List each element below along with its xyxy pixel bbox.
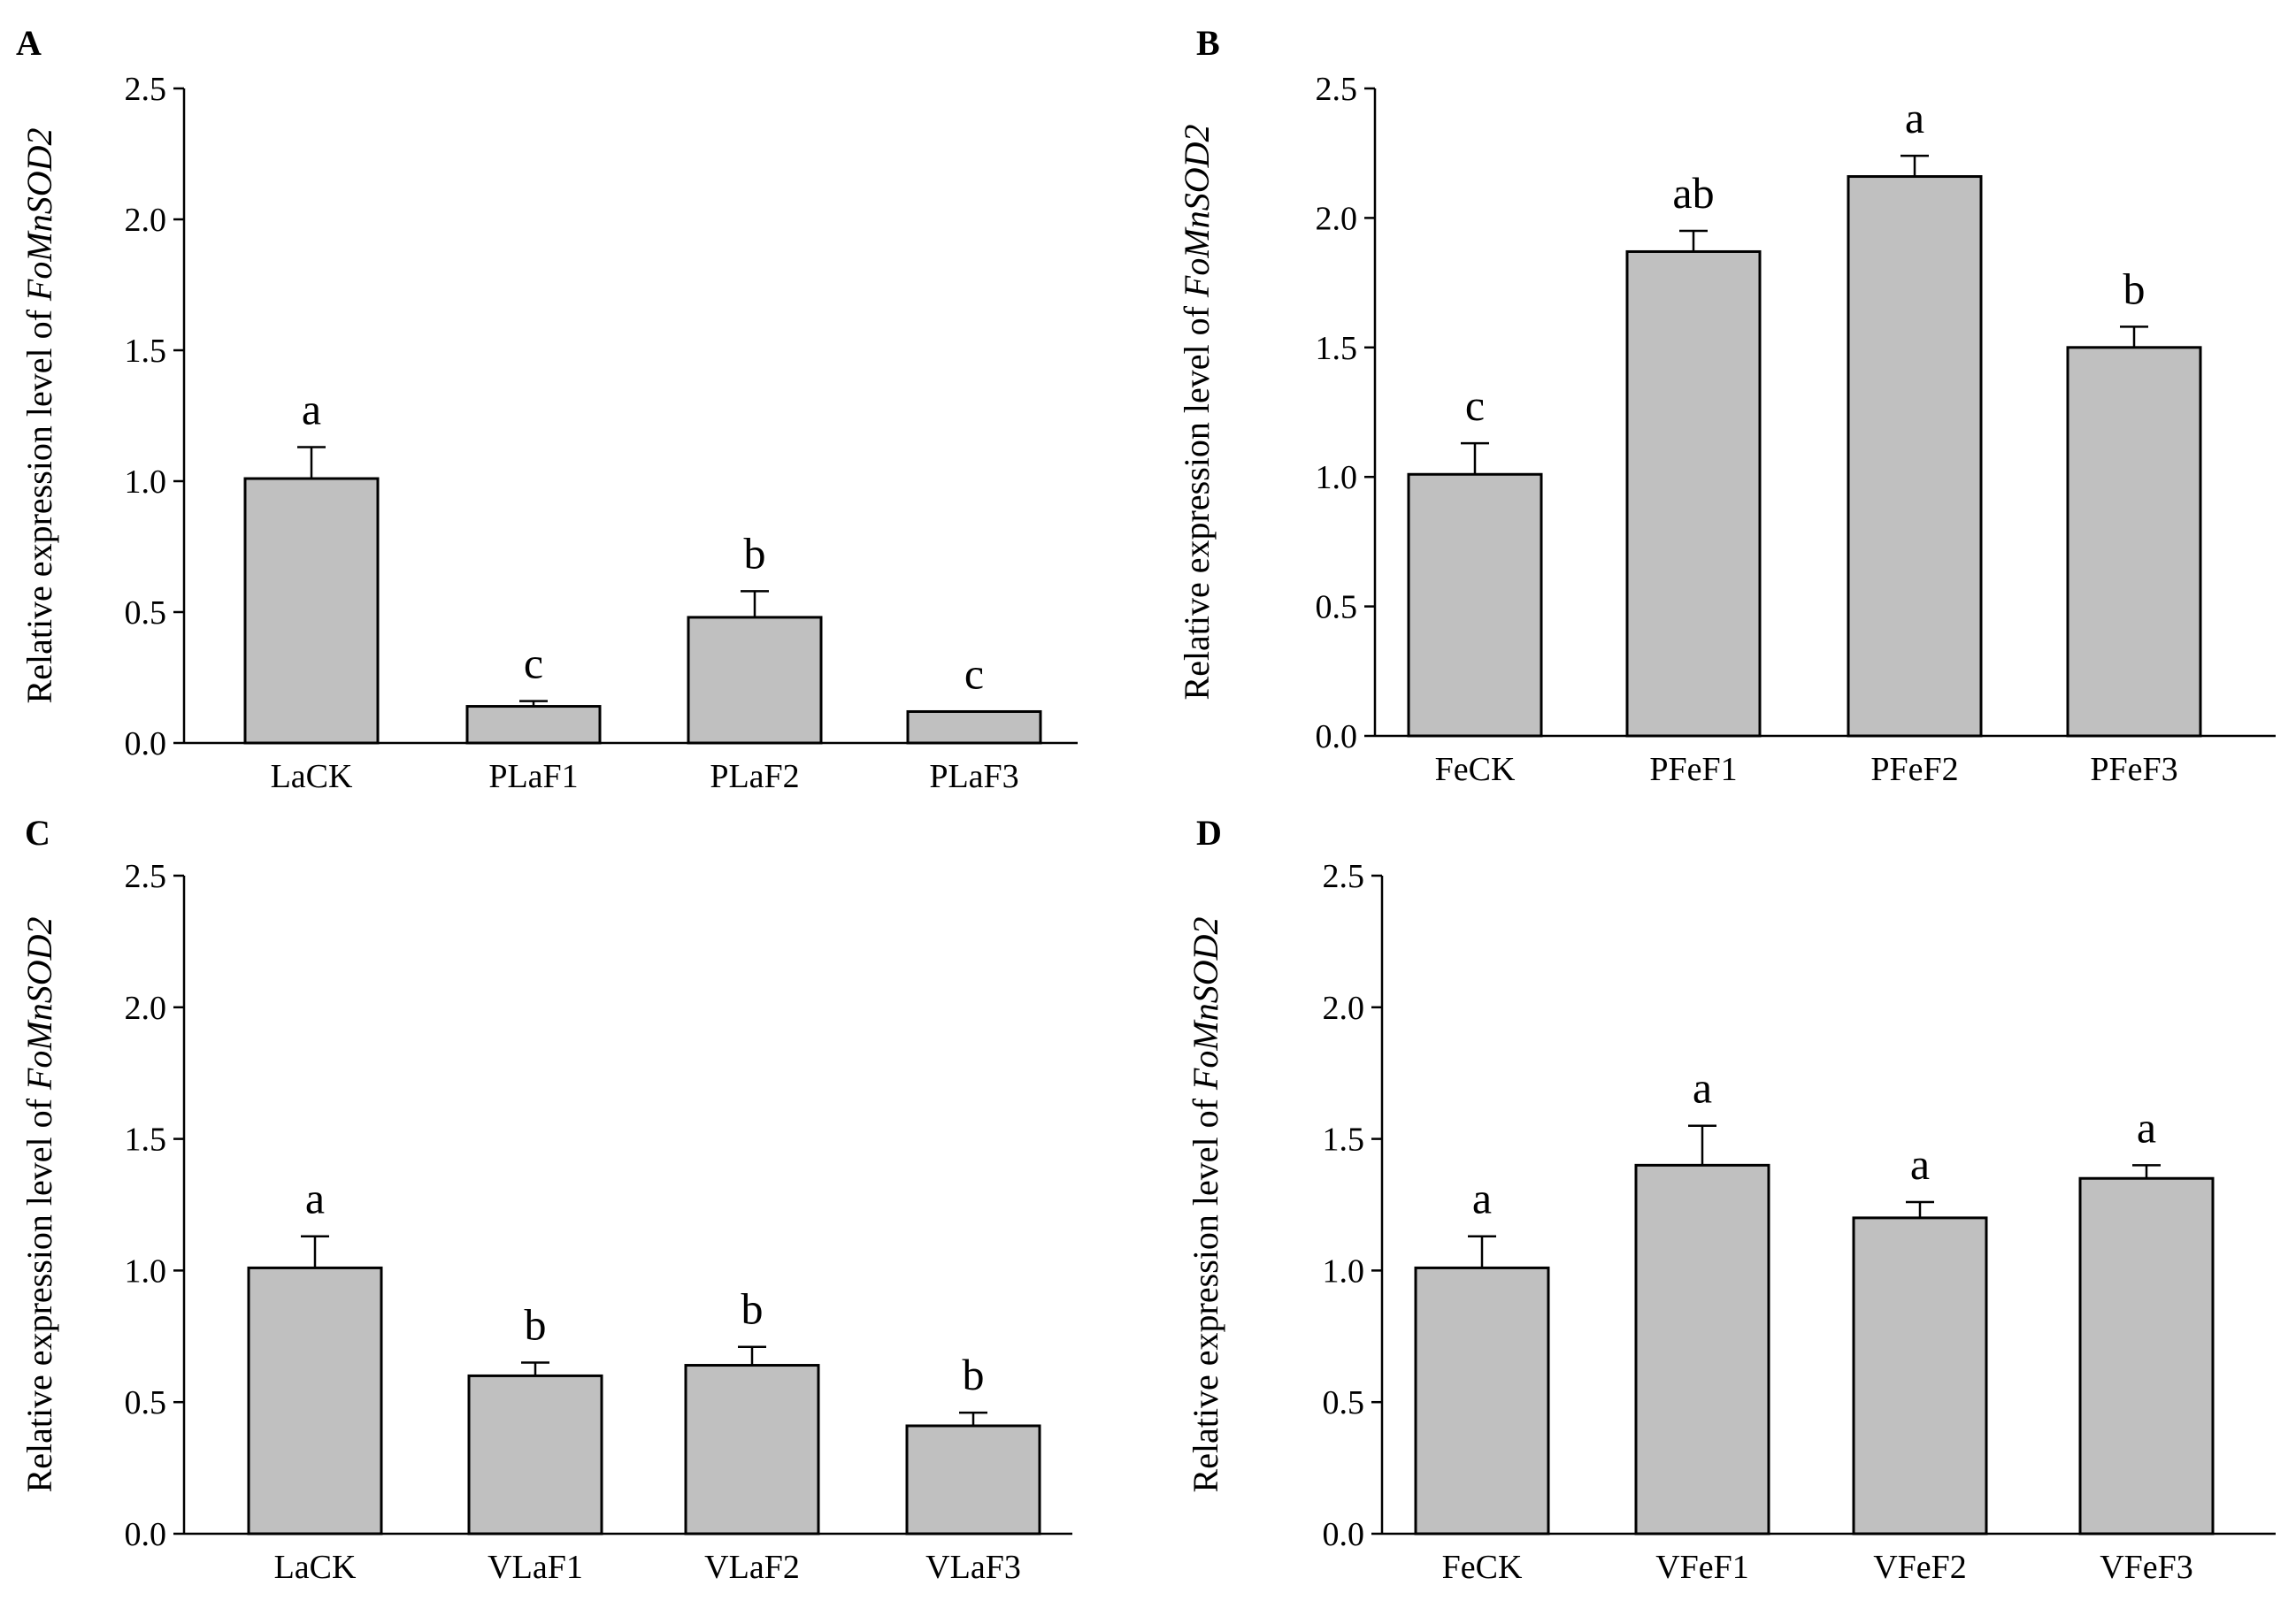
y-tick-label: 0.5 [125, 1384, 167, 1421]
bar-pfef3 [2066, 346, 2202, 738]
y-tick-label: 1.5 [1316, 330, 1358, 367]
significance-letter: a [305, 1174, 325, 1223]
y-axis-label-gene: FoMnSOD2 [19, 917, 59, 1091]
significance-letter: c [964, 648, 984, 698]
y-axis-label: Relative expression level of FoMnSOD2 [1186, 917, 1225, 1493]
bar-vfef3 [2078, 1176, 2215, 1536]
y-tick-label: 1.0 [125, 463, 167, 501]
y-tick-label: 1.5 [125, 333, 167, 370]
panel-letter: A [16, 23, 42, 63]
y-tick-label: 2.5 [1323, 858, 1365, 895]
category-label: VFeF3 [2100, 1549, 2193, 1586]
y-tick-label: 0.0 [1316, 718, 1358, 755]
y-tick-label: 1.5 [1323, 1122, 1365, 1159]
y-tick-label: 0.5 [1323, 1384, 1365, 1421]
y-tick-label: 2.5 [125, 71, 167, 108]
y-axis-label-gene: FoMnSOD2 [1177, 125, 1217, 299]
y-axis-label-prefix: Relative expression level of [19, 301, 59, 703]
y-tick-label: 0.0 [1323, 1516, 1365, 1553]
bar-vfef2 [1852, 1216, 1988, 1536]
chart-panel-a: A 0.0 0.5 1.0 1.5 2.0 2.5 Relative expression l… [16, 23, 1078, 795]
category-label: PFeF2 [1870, 751, 1958, 788]
significance-letter: ab [1672, 168, 1714, 218]
bar-lack [243, 477, 380, 745]
category-label: LaCK [274, 1549, 357, 1586]
significance-letter: a [2137, 1102, 2156, 1152]
category-label: PFeF3 [2090, 751, 2177, 788]
significance-letter: a [1693, 1063, 1712, 1113]
bar-plaf3 [906, 709, 1042, 745]
panel-letter: D [1196, 813, 1222, 853]
bar-vfef1 [1634, 1163, 1770, 1536]
chart-panel-d: D 0.0 0.5 1.0 1.5 2.0 2.5 Relative expression l… [1186, 813, 2276, 1586]
y-tick-label: 2.0 [1316, 200, 1358, 237]
bar-feck [1414, 1266, 1550, 1536]
category-label: VFeF2 [1873, 1549, 1967, 1586]
bar-plaf1 [465, 705, 602, 745]
y-tick-label: 0.0 [125, 725, 167, 762]
bar-vlaf2 [684, 1364, 820, 1536]
y-tick-label: 1.0 [1316, 459, 1358, 496]
y-axis-label-gene: FoMnSOD2 [19, 128, 59, 303]
y-tick-label: 2.0 [1323, 990, 1365, 1027]
y-tick-label: 2.0 [125, 202, 167, 239]
y-tick-label: 2.0 [125, 990, 167, 1027]
category-label: PFeF1 [1649, 751, 1737, 788]
significance-letter: a [1905, 93, 1924, 142]
bar-feck [1407, 472, 1543, 738]
bar-plaf2 [687, 616, 823, 745]
category-label: FeCK [1442, 1549, 1523, 1586]
bar-vlaf3 [905, 1424, 1041, 1536]
y-tick-label: 0.0 [125, 1516, 167, 1553]
y-axis-label-prefix: Relative expression level of [1186, 1090, 1225, 1492]
significance-letter: b [744, 528, 766, 578]
y-axis-label-gene: FoMnSOD2 [1186, 917, 1225, 1091]
chart-panel-b: B 0.0 0.5 1.0 1.5 2.0 2.5 Relative expression l… [1177, 23, 2276, 788]
bar-vlaf1 [467, 1374, 603, 1536]
y-tick-label: 1.0 [1323, 1252, 1365, 1290]
category-label: PLaF2 [710, 758, 799, 795]
significance-letter: c [524, 639, 543, 688]
category-label: PLaF3 [929, 758, 1018, 795]
y-tick-label: 2.5 [125, 858, 167, 895]
category-label: VLaF2 [704, 1549, 800, 1586]
y-axis-label: Relative expression level of FoMnSOD2 [19, 917, 59, 1493]
significance-letter: b [963, 1350, 985, 1399]
y-axis-label: Relative expression level of FoMnSOD2 [1177, 125, 1217, 701]
significance-letter: b [525, 1300, 547, 1350]
y-tick-label: 0.5 [1316, 589, 1358, 626]
y-tick-label: 1.5 [125, 1122, 167, 1159]
y-axis-label-prefix: Relative expression level of [19, 1090, 59, 1492]
panel-letter: B [1196, 23, 1220, 63]
significance-letter: b [741, 1284, 764, 1334]
category-label: FeCK [1435, 751, 1516, 788]
panel-letter: C [25, 813, 50, 853]
y-tick-label: 1.0 [125, 1252, 167, 1290]
y-axis-label-prefix: Relative expression level of [1177, 297, 1217, 700]
significance-letter: c [1465, 380, 1485, 430]
category-label: VFeF1 [1655, 1549, 1749, 1586]
significance-letter: a [1472, 1174, 1492, 1223]
bar-pfef2 [1847, 175, 1983, 738]
significance-letter: a [1910, 1139, 1930, 1189]
chart-panel-c: C 0.0 0.5 1.0 1.5 2.0 2.5 Relative expression l… [19, 813, 1072, 1586]
category-label: VLaF1 [488, 1549, 583, 1586]
significance-letter: a [302, 385, 321, 434]
bar-pfef1 [1625, 249, 1762, 738]
bar-lack [247, 1266, 383, 1536]
category-label: VLaF3 [925, 1549, 1021, 1586]
y-tick-label: 2.5 [1316, 71, 1358, 108]
significance-letter: b [2123, 264, 2146, 313]
category-label: PLaF1 [488, 758, 578, 795]
y-tick-label: 0.5 [125, 594, 167, 632]
y-axis-label: Relative expression level of FoMnSOD2 [19, 128, 59, 704]
category-label: LaCK [271, 758, 353, 795]
